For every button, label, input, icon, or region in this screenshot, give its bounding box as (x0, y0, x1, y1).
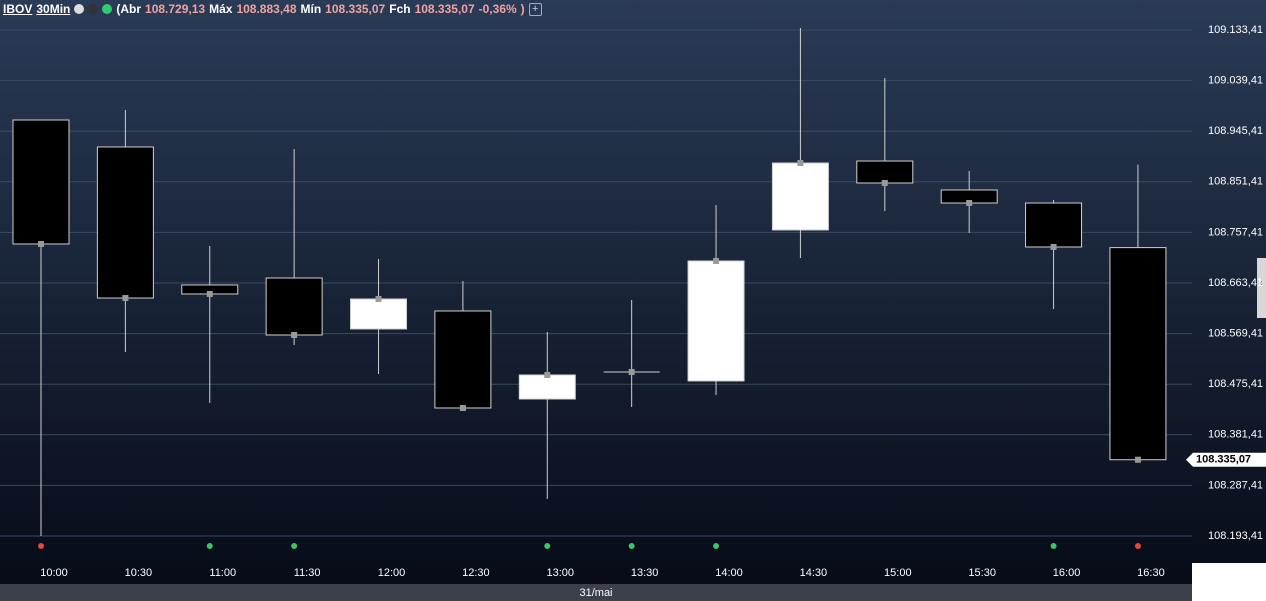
x-tick-label: 13:00 (547, 567, 575, 579)
close-label: Fch (389, 2, 411, 16)
close-marker (206, 290, 213, 297)
y-tick-label: 108.193,41 (1208, 530, 1263, 542)
signal-dot (713, 543, 720, 549)
close-marker (797, 160, 804, 167)
last-price-label: 108.335,07 (1196, 454, 1251, 466)
change-value: -0,36% (478, 2, 517, 16)
candle-body (265, 277, 323, 336)
candle-body (771, 162, 829, 231)
candle-body (1025, 202, 1083, 248)
last-price-box (1186, 452, 1266, 467)
y-tick-label: 108.945,41 (1208, 125, 1263, 137)
x-tick-label: 13:30 (631, 567, 659, 579)
symbol[interactable]: IBOV (3, 2, 33, 16)
y-tick-label: 109.133,41 (1208, 24, 1263, 36)
x-tick-label: 10:30 (125, 567, 153, 579)
close-marker (375, 295, 382, 302)
close-marker (1050, 243, 1057, 250)
x-tick-label: 11:00 (209, 567, 236, 579)
x-tick-label: 12:30 (462, 567, 490, 579)
y-tick-label: 108.381,41 (1208, 429, 1263, 441)
close-marker (38, 240, 44, 247)
x-tick-label: 11:30 (294, 567, 321, 579)
candle-body (687, 260, 745, 382)
signal-dot (291, 543, 298, 549)
interval[interactable]: 30Min (36, 2, 71, 16)
close-marker (881, 179, 888, 186)
signal-dot (1050, 543, 1057, 549)
candle-body (518, 374, 576, 400)
open-value: 108.729,13 (145, 2, 206, 16)
close-marker (713, 257, 720, 264)
high-label: Máx (209, 2, 233, 16)
signal-dot (38, 543, 44, 549)
close-value: 108.335,07 (414, 2, 475, 16)
scroll-tab[interactable] (1257, 258, 1266, 318)
x-tick-label: 12:00 (378, 567, 406, 579)
candle-body (856, 160, 914, 184)
y-tick-label: 108.475,41 (1208, 378, 1263, 390)
x-tick-label: 15:00 (884, 567, 912, 579)
y-tick-label: 109.039,41 (1208, 75, 1263, 87)
icon[interactable] (74, 4, 85, 14)
icon[interactable] (88, 4, 99, 14)
date-bar (0, 584, 1192, 601)
signal-dot (628, 543, 635, 549)
low-label: Mín (300, 2, 322, 16)
open-label: (Abr (116, 2, 142, 16)
candle-body (96, 146, 154, 299)
icon[interactable] (102, 4, 113, 14)
close-marker (291, 331, 298, 338)
signal-dot (544, 543, 551, 549)
candle-body (350, 298, 408, 330)
candle-body (1109, 247, 1167, 461)
signal-dot (1134, 543, 1141, 549)
close-marker (1134, 456, 1141, 463)
header: IBOV 30Min (Abr 108.729,13 Máx 108.883,4… (3, 2, 542, 16)
x-tick-label: 14:00 (715, 567, 743, 579)
close-marker (122, 295, 129, 302)
y-tick-label: 108.757,41 (1208, 226, 1263, 238)
close-marker (966, 200, 973, 207)
y-tick-label: 108.287,41 (1208, 479, 1263, 491)
close-marker (628, 368, 635, 375)
x-tick-label: 14:30 (800, 567, 828, 579)
x-tick-label: 16:30 (1137, 567, 1165, 579)
x-tick-label: 10:00 (40, 567, 68, 579)
candle-body (434, 310, 492, 409)
signal-dot (206, 543, 213, 549)
y-tick-label: 108.663,41 (1208, 277, 1263, 289)
paren: ) (520, 2, 525, 16)
y-tick-label: 108.569,41 (1208, 327, 1263, 339)
candle-body (12, 119, 70, 245)
add-button[interactable]: + (528, 2, 542, 16)
date-label: 31/mai (579, 587, 612, 599)
x-tick-label: 16:00 (1053, 567, 1081, 579)
low-value: 108.335,07 (325, 2, 386, 16)
high-value: 108.883,48 (236, 2, 297, 16)
x-tick-label: 15:30 (968, 567, 996, 579)
y-tick-label: 108.851,41 (1208, 176, 1263, 188)
corner-box (1192, 563, 1266, 601)
close-marker (544, 371, 551, 378)
close-marker (459, 404, 466, 411)
tab-arrow[interactable]: ‹ (1260, 277, 1263, 287)
